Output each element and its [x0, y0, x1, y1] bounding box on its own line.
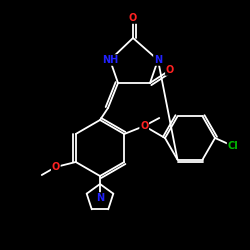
Text: O: O	[52, 162, 60, 172]
Text: O: O	[140, 121, 148, 131]
Text: O: O	[166, 65, 174, 75]
Text: NH: NH	[102, 55, 118, 65]
Text: N: N	[96, 193, 104, 203]
Text: Cl: Cl	[228, 141, 238, 151]
Text: O: O	[129, 13, 137, 23]
Text: N: N	[154, 55, 162, 65]
